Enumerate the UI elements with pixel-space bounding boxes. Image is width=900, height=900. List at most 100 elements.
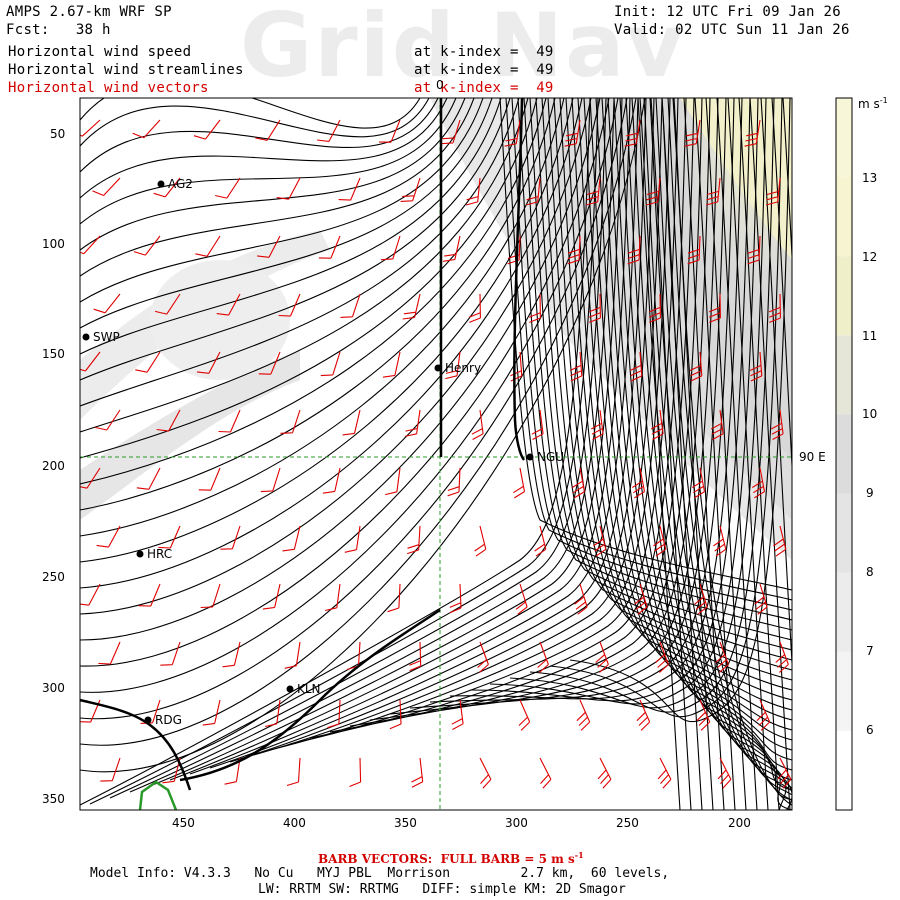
streamline [80,98,628,720]
wind-barb [479,757,492,789]
plot-frame [79,97,793,811]
streamline [80,98,421,129]
wind-barb [342,409,361,436]
streamline [547,98,792,671]
wind-barb [770,409,784,440]
wind-barb [645,177,661,206]
wind-barb [133,235,161,256]
wind-barb [754,583,768,615]
wind-barb [629,351,643,382]
wind-barb [385,467,401,496]
wind-barb [636,699,651,731]
station-label-ag2: AG2 [168,177,193,191]
wind-barb [276,177,301,200]
wind-barb [344,525,361,553]
wind-barb [510,351,523,382]
colorbar-tick: 9 [866,486,874,500]
field-level-vectors: at k-index = 49 [414,80,554,96]
barb-legend: BARB VECTORS: FULL BARB = 5 m s-1 [318,850,584,866]
wind-barb [216,293,241,316]
wind-barb [567,235,581,265]
bold-streamline-2 [513,97,526,461]
streamline [80,98,484,303]
streamline [639,98,681,810]
wind-barb [777,757,792,789]
wind-barb [158,525,181,549]
streamline [569,98,791,722]
wind-barb [687,235,701,265]
streamline [80,98,529,433]
streamline [694,98,736,810]
y-tick: 100 [42,237,65,251]
colorbar-band [836,177,852,257]
model-info: Model Info: V4.3.3 No Cu MYJ PBL Morriso… [90,866,670,881]
grid-nav-watermark: Grid Nav [240,0,686,97]
wind-barb [80,119,101,137]
station-label-hrc: HRC [147,547,173,561]
wind-barb [282,525,301,552]
wind-barb [468,293,481,323]
x-tick: 450 [172,816,195,830]
wind-barb [715,641,729,673]
streamline [782,98,792,266]
colorbar-tick: 12 [862,250,878,264]
wind-barb [696,699,711,731]
wind-barb [569,351,583,382]
wind-barb [632,467,646,499]
y-tick: 50 [50,127,66,141]
streamline [667,98,792,801]
streamline [672,98,714,810]
station-marker[interactable] [136,550,144,558]
x-tick: 400 [283,816,306,830]
physics-info: LW: RRTM SW: RRTMG DIFF: simple KM: 2D S… [258,882,626,897]
field-name-streamlines: Horizontal wind streamlines [8,62,244,78]
colorbar-tick: 7 [866,644,874,658]
y-tick: 150 [42,347,65,361]
streamline [705,98,747,810]
wind-barb [404,409,421,437]
station-marker[interactable] [286,685,294,693]
wind-barb [80,351,101,372]
wind-barb [445,351,461,380]
wind-barb [713,525,727,557]
streamline [80,98,448,199]
model-title: AMPS 2.67-km WRF SP [6,4,172,20]
wind-barb [756,699,771,731]
streamline [577,98,792,721]
wind-barb [694,583,708,615]
station-marker[interactable] [157,180,165,188]
wind-barb [749,351,763,382]
field-level-streamlines: at k-index = 49 [414,62,554,78]
wind-barb [320,351,341,377]
streamline [760,98,792,674]
streamline [109,98,607,799]
station-marker[interactable] [434,364,442,372]
wind-barb [98,641,121,665]
wind-barb [257,235,281,258]
station-label-rdg: RDG [155,713,182,727]
wind-barb [765,177,781,206]
wind-barb [588,293,601,323]
wind-barb [471,409,484,440]
colorbar-tick: 11 [862,329,878,343]
wind-barb [451,699,464,730]
wind-barb [775,641,789,673]
streamline [517,98,792,621]
streamline [683,98,725,810]
station-marker[interactable] [526,453,534,461]
streamline [80,98,592,615]
station-marker[interactable] [82,333,90,341]
colorbar-tick: 10 [862,407,878,421]
station-marker[interactable] [144,716,152,724]
x-tick: 200 [728,816,751,830]
wind-barb [402,293,421,320]
streamline [583,98,792,731]
x-tick: 250 [616,816,639,830]
wind-barb [100,757,121,782]
field-name-speed: Horizontal wind speed [8,44,192,60]
wind-barb [515,583,528,615]
colorbar [835,97,853,811]
wind-barb [525,177,541,206]
streamline [601,98,792,761]
